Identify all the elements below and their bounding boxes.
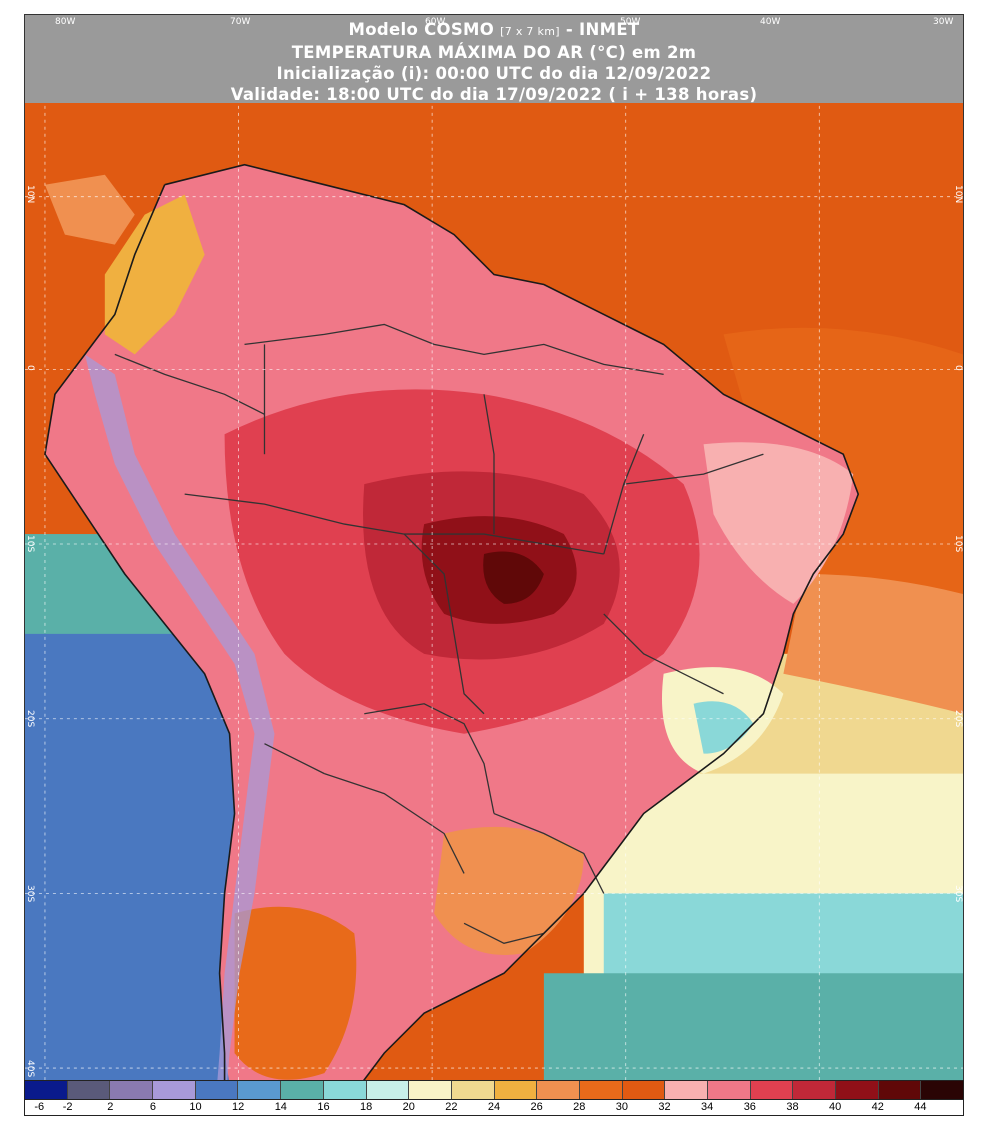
lon-label-50w: 50W: [620, 17, 641, 27]
initialization-text: Inicialização (i): 00:00 UTC do dia 12/0…: [276, 64, 712, 83]
legend-swatch-12: [537, 1081, 580, 1099]
legend-swatch-11: [494, 1081, 538, 1099]
legend-swatch-5: [238, 1081, 282, 1099]
legend-label-13: 28: [573, 1101, 586, 1113]
legend-swatch-8: [366, 1081, 410, 1099]
pacific-cold-zone: [25, 633, 255, 1115]
patagonia-orange: [234, 906, 357, 1080]
legend-swatch-21: [921, 1081, 964, 1099]
legend-label-21: 44: [914, 1101, 927, 1113]
lat-label-0-right: 0: [953, 365, 963, 371]
legend-swatch-10: [451, 1081, 495, 1099]
lat-label-0: 0: [25, 365, 35, 371]
legend-label-6: 14: [274, 1101, 287, 1113]
legend-label-8: 18: [359, 1101, 373, 1113]
legend-swatch-1: [67, 1081, 111, 1099]
legend-label-11: 24: [487, 1101, 501, 1113]
legend-label-5: 12: [232, 1101, 245, 1113]
atlantic-light-orange-band: [783, 573, 963, 714]
lat-label-10s-right: 10S: [953, 535, 963, 553]
country-borders: [114, 323, 764, 944]
legend-label-20: 42: [871, 1101, 884, 1113]
lat-label-30s: 30S: [25, 885, 35, 903]
legend-label-17: 36: [743, 1101, 756, 1113]
lon-label-40w: 40W: [760, 17, 781, 27]
model-name: Modelo COSMO: [348, 20, 495, 39]
legend-label-9: 20: [402, 1101, 415, 1113]
legend-swatch-3: [153, 1081, 196, 1099]
legend-label-0: -6: [34, 1101, 45, 1113]
lat-label-10n: 10N: [25, 185, 35, 204]
coastline: [44, 163, 860, 1115]
south-brazil-orange: [434, 826, 584, 955]
temperature-map: [25, 15, 963, 1115]
legend-swatch-18: [793, 1081, 837, 1099]
legend-label-14: 30: [615, 1101, 629, 1113]
legend-swatch-17: [750, 1081, 794, 1099]
legend-swatch-6: [281, 1081, 324, 1099]
lat-label-20s: 20S: [25, 710, 35, 728]
legend-label-1: -2: [62, 1101, 73, 1113]
legend-label-12: 26: [530, 1101, 543, 1113]
map-header: Modelo COSMO [7 x 7 km] - INMET TEMPERAT…: [25, 15, 963, 104]
color-scale-labels: -6 -2 2 6 10 12 14 16 18 20 22 24 26 28 30 32 34 36 38 40 42…: [24, 1100, 964, 1116]
legend-label-3: 6: [149, 1101, 156, 1113]
lat-label-30s-right: 30S: [953, 885, 963, 903]
variable-title: TEMPERATURA MÁXIMA DO AR (°C) em 2m: [291, 43, 697, 62]
legend-swatch-15: [665, 1081, 708, 1099]
lat-label-10s: 10S: [25, 535, 35, 553]
legend-label-19: 40: [828, 1101, 842, 1113]
lon-label-80w: 80W: [55, 17, 76, 27]
model-agency: - INMET: [565, 20, 640, 39]
legend-label-7: 16: [317, 1101, 330, 1113]
lon-label-60w: 60W: [425, 17, 446, 27]
legend-label-15: 32: [658, 1101, 671, 1113]
lon-label-70w: 70W: [230, 17, 251, 27]
central-america-tip: [44, 174, 135, 245]
model-resolution: [7 x 7 km]: [500, 25, 560, 38]
legend-swatch-13: [579, 1081, 623, 1099]
graticule: [25, 15, 963, 1115]
legend-swatch-9: [409, 1081, 452, 1099]
legend-swatch-19: [836, 1081, 879, 1099]
legend-swatch-2: [110, 1081, 154, 1099]
lat-label-10n-right: 10N: [953, 185, 963, 204]
color-scale-legend: [24, 1080, 964, 1100]
map-frame: Modelo COSMO [7 x 7 km] - INMET TEMPERAT…: [24, 14, 964, 1116]
model-title: Modelo COSMO [7 x 7 km] - INMET: [25, 19, 963, 42]
southeast-cool: [693, 701, 754, 754]
legend-label-4: 10: [189, 1101, 202, 1113]
legend-swatch-7: [323, 1081, 367, 1099]
legend-swatch-4: [195, 1081, 239, 1099]
legend-label-2: 2: [107, 1101, 114, 1113]
validity-text: Validade: 18:00 UTC do dia 17/09/2022 ( …: [230, 85, 758, 104]
legend-label-16: 34: [701, 1101, 714, 1113]
legend-swatch-16: [708, 1081, 751, 1099]
lat-label-20s-right: 20S: [953, 710, 963, 728]
legend-swatch-14: [622, 1081, 666, 1099]
legend-swatch-0: [25, 1081, 68, 1099]
legend-label-18: 38: [786, 1101, 799, 1113]
lat-label-40s: 40S: [25, 1060, 35, 1078]
legend-label-10: 22: [445, 1101, 458, 1113]
andes-highland-strip: [104, 194, 205, 355]
legend-swatch-20: [878, 1081, 922, 1099]
lon-label-30w: 30W: [933, 17, 954, 27]
northeast-pink: [703, 442, 854, 604]
extreme-heat-spot: [483, 551, 544, 604]
